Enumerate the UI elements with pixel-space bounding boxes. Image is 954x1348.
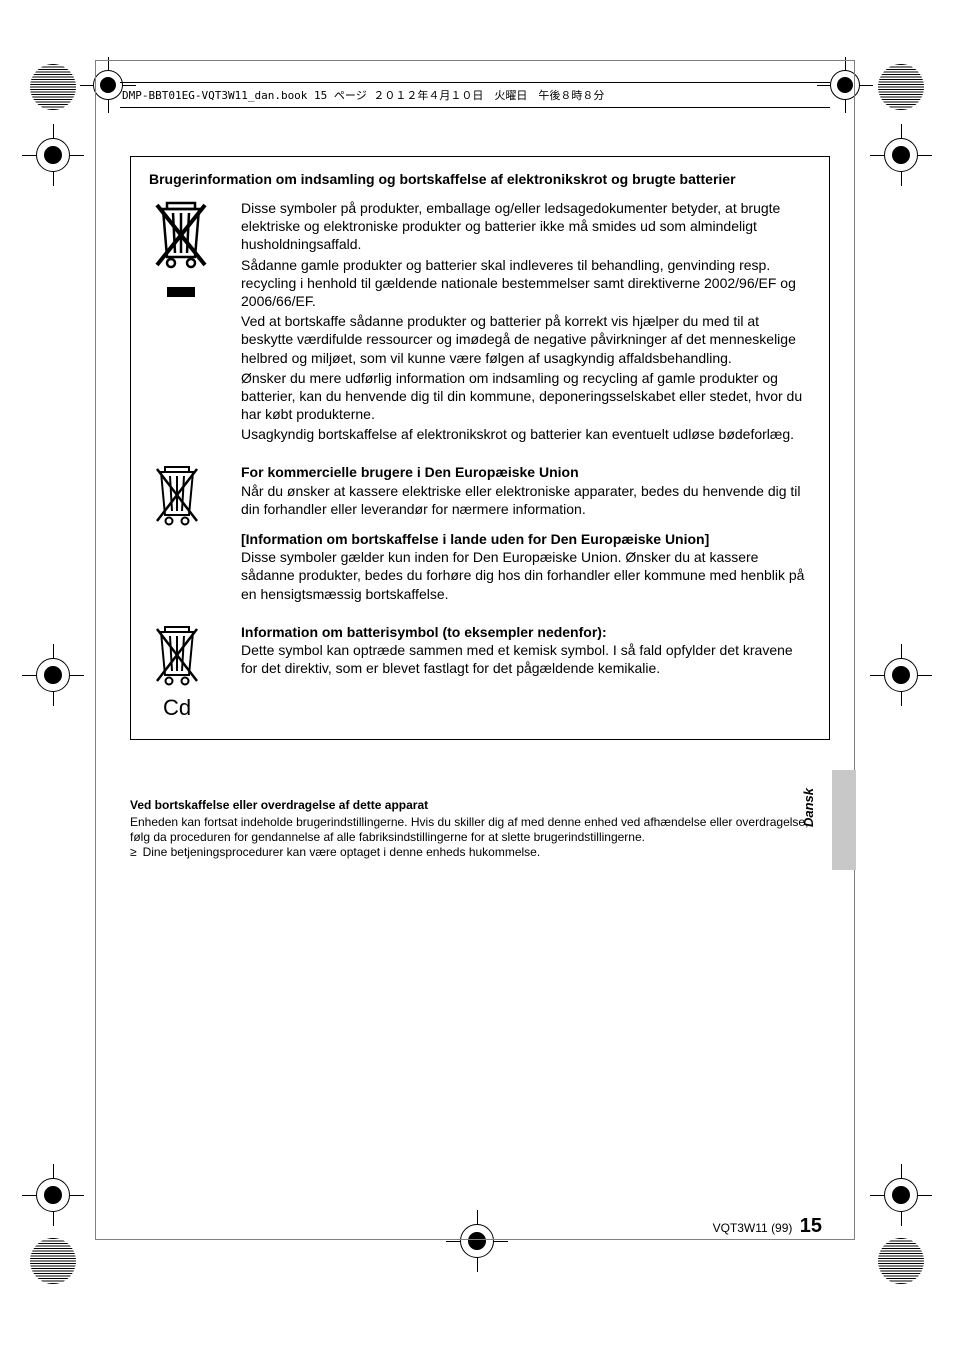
side-tab [832, 770, 856, 870]
reg-mark-right-top [878, 132, 924, 178]
side-label: Dansk [801, 788, 816, 827]
s2-heading: For kommercielle brugere i Den Europæisk… [241, 463, 811, 481]
main-heading: Brugerinformation om indsamling og borts… [149, 171, 811, 187]
black-bar-icon [167, 287, 195, 297]
footer-page: 15 [800, 1215, 822, 1237]
bottom-bullet1: Dine betjeningsprocedurer kan være optag… [143, 845, 541, 860]
section-2: For kommercielle brugere i Den Europæisk… [149, 463, 811, 604]
reg-mark-right-bot [878, 1172, 924, 1218]
s2-heading2: [Information om bortskaffelse i lande ud… [241, 530, 811, 548]
s1-p2: Sådanne gamle produkter og batterier ska… [241, 256, 811, 311]
s1-p1: Disse symboler på produkter, emballage o… [241, 199, 811, 254]
header-text: DMP-BBT01EG-VQT3W11_dan.book 15 ページ ２０１２… [122, 89, 604, 102]
corner-hatch-tl [30, 64, 76, 110]
footer-paren: (99) [771, 1221, 792, 1235]
weee-bin-icon [149, 199, 213, 277]
footer: VQT3W11 (99) 15 [713, 1215, 822, 1238]
section-3-text: Information om batterisymbol (to eksempl… [241, 623, 811, 680]
s1-p5: Usagkyndig bortskaffelse af elektroniksk… [241, 425, 811, 443]
s2-p1: Når du ønsker at kassere elektriske elle… [241, 482, 811, 518]
icon-col-3: Cd [149, 623, 241, 721]
section-1: Disse symboler på produkter, emballage o… [149, 199, 811, 445]
corner-hatch-bl [30, 1238, 76, 1284]
weee-bin-outline-icon [149, 463, 205, 533]
corner-hatch-br [878, 1238, 924, 1284]
reg-mark-right-mid [878, 652, 924, 698]
s3-p1: Dette symbol kan optræde sammen med et k… [241, 641, 811, 677]
footer-code: VQT3W11 [713, 1221, 768, 1235]
weee-bin-cd-icon [149, 623, 205, 693]
section-2-text: For kommercielle brugere i Den Europæisk… [241, 463, 811, 604]
content-box: Brugerinformation om indsamling og borts… [130, 156, 830, 740]
reg-mark-left-top [30, 132, 76, 178]
s1-p3: Ved at bortskaffe sådanne produkter og b… [241, 312, 811, 367]
bottom-p1: Enheden kan fortsat indeholde brugerinds… [130, 815, 830, 845]
bottom-heading: Ved bortskaffelse eller overdragelse af … [130, 798, 830, 813]
s3-heading: Information om batterisymbol (to eksempl… [241, 623, 811, 641]
corner-hatch-tr [878, 64, 924, 110]
s2-p2: Disse symboler gælder kun inden for Den … [241, 548, 811, 603]
section-3: Cd Information om batterisymbol (to ekse… [149, 623, 811, 721]
cd-label: Cd [149, 695, 205, 721]
bottom-section: Ved bortskaffelse eller overdragelse af … [130, 798, 830, 860]
header-bar: DMP-BBT01EG-VQT3W11_dan.book 15 ページ ２０１２… [120, 82, 830, 108]
section-1-text: Disse symboler på produkter, emballage o… [241, 199, 811, 445]
bullet-row: ≥ Dine betjeningsprocedurer kan være opt… [130, 845, 830, 860]
reg-mark-left-mid [30, 652, 76, 698]
reg-mark-left-bot [30, 1172, 76, 1218]
s1-p4: Ønsker du mere udførlig information om i… [241, 369, 811, 424]
icon-col-2 [149, 463, 241, 533]
icon-col-1 [149, 199, 241, 297]
bullet-icon: ≥ [130, 845, 137, 860]
